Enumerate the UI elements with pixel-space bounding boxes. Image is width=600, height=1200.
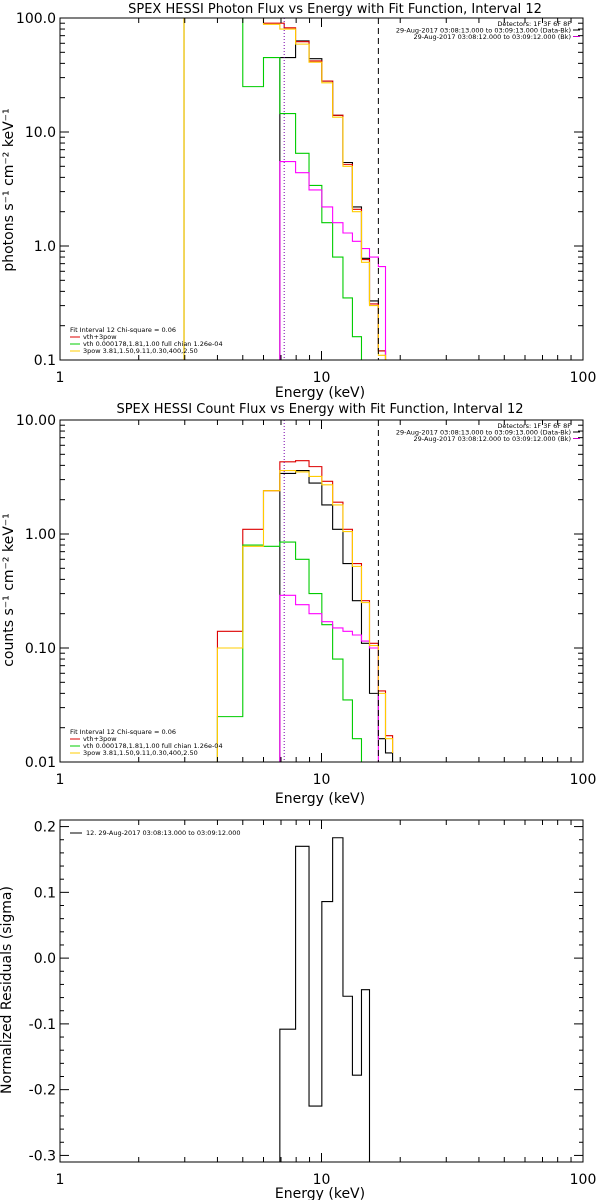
photon-ytick-label: 100.0: [16, 11, 56, 27]
photon-info-line: 29-Aug-2017 03:08:12.000 to 03:09:12.000…: [414, 33, 571, 41]
count-fit-text: Fit Interval 12 Chi-square = 0.06: [70, 728, 176, 736]
photon-fit-text: 3pow 3.81,1.50,9.11,0.30,400,2.50: [83, 347, 198, 355]
photon-info-line: 29-Aug-2017 03:08:13.000 to 03:09:13.000…: [396, 27, 571, 35]
count-xtick-label: 100: [570, 772, 597, 788]
photon-fit-text: vth 0.000178,1.81,1.00 full chian 1.26e-…: [83, 340, 223, 348]
photon-ytick-label: 10.0: [25, 125, 56, 141]
residuals-xlabel: Energy (keV): [275, 1186, 365, 1200]
photon-xtick-label: 100: [570, 370, 597, 386]
photon-series-vth+3pow: [183, 18, 394, 360]
photon-flux-xlabel: Energy (keV): [275, 385, 365, 401]
count-ytick-label: 10.00: [16, 413, 56, 429]
residual-xtick-label: 1: [56, 1172, 65, 1188]
photon-series-3pow: [279, 161, 387, 360]
residuals-ylabel: Normalized Residuals (sigma): [0, 886, 15, 1094]
count-info-line: 29-Aug-2017 03:08:13.000 to 03:09:13.000…: [396, 429, 571, 437]
photon-flux-ylabel: photons s⁻¹ cm⁻² keV⁻¹: [1, 108, 17, 271]
count-ytick-label: 0.10: [25, 641, 56, 657]
count-xtick-label: 1: [56, 772, 65, 788]
residual-ytick-label: 0.0: [34, 951, 56, 967]
count-ytick-label: 1.00: [25, 527, 56, 543]
count-ytick-label: 0.01: [25, 755, 56, 771]
residual-ytick-label: 0.1: [34, 885, 56, 901]
residual-xtick-label: 100: [570, 1172, 597, 1188]
photon-flux-title: SPEX HESSI Photon Flux vs Energy with Fi…: [128, 2, 542, 17]
photon-fit-text: vth+3pow: [83, 333, 117, 341]
photon-ytick-label: 1.0: [34, 239, 56, 255]
photon-series-vth: [183, 18, 363, 360]
photon-series-total: [183, 18, 394, 360]
residual-ytick-label: 0.2: [34, 820, 56, 836]
count-info-line: Detectors: 1F 3F 6F 8F: [497, 422, 571, 430]
count-flux-ylabel: counts s⁻¹ cm⁻² keV⁻¹: [1, 513, 17, 667]
count-flux-xlabel: Energy (keV): [275, 791, 365, 807]
count-info-line: 29-Aug-2017 03:08:12.000 to 03:09:12.000…: [414, 435, 571, 443]
photon-info-line: Detectors: 1F 3F 6F 8F: [497, 20, 571, 28]
count-flux-title: SPEX HESSI Count Flux vs Energy with Fit…: [116, 402, 523, 417]
residual-ytick-label: -0.2: [29, 1083, 56, 1099]
count-fit-text: vth 0.000178,1.81,1.00 full chian 1.26e-…: [83, 742, 223, 750]
count-series-data: [279, 470, 394, 762]
count-series-vth: [216, 541, 363, 762]
count-series-3pow: [279, 594, 379, 762]
residual-series-residuals: [279, 837, 379, 1162]
count-xtick-label: 10: [313, 772, 331, 788]
residual-xtick-label: 10: [313, 1172, 331, 1188]
photon-xtick-label: 1: [56, 370, 65, 386]
photon-xtick-label: 10: [313, 370, 331, 386]
photon-ytick-label: 0.1: [34, 353, 56, 369]
count-fit-text: vth+3pow: [83, 735, 117, 743]
count-fit-text: 3pow 3.81,1.50,9.11,0.30,400,2.50: [83, 749, 198, 757]
residual-ytick-label: -0.1: [29, 1017, 56, 1033]
residual-ytick-label: -0.3: [29, 1148, 56, 1164]
photon-fit-text: Fit Interval 12 Chi-square = 0.06: [70, 326, 176, 334]
residual-legend-text: 12. 29-Aug-2017 03:08:13.000 to 03:09:12…: [86, 829, 241, 837]
